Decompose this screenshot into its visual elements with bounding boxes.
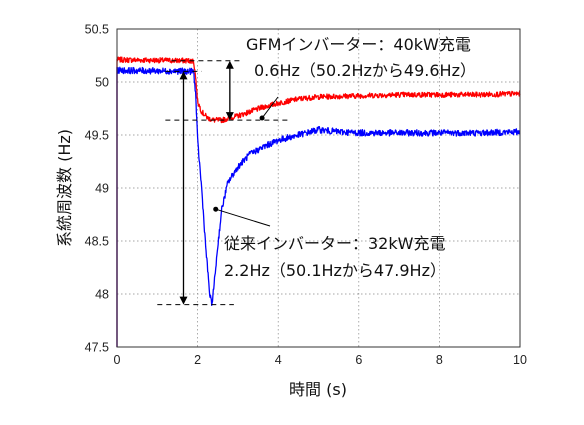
conventional-callout-leader — [215, 208, 271, 227]
x-tick-label: 0 — [114, 353, 121, 367]
x-tick-label: 2 — [194, 353, 201, 367]
y-tick-label: 49 — [95, 182, 109, 196]
x-axis-label: 時間 (s) — [289, 380, 347, 399]
gfm-deviation-arrow-head-bottom — [225, 112, 234, 121]
conventional-deviation-arrow-head-bottom — [179, 296, 188, 305]
gfm-annotation-detail: 0.6Hz（50.2Hzから49.6Hz） — [254, 61, 476, 80]
y-tick-label: 47.5 — [85, 341, 109, 355]
y-tick-label: 50.5 — [85, 23, 109, 37]
series-line-gfm — [116, 56, 521, 347]
gfm-deviation-arrow-head-top — [225, 60, 234, 69]
x-tick-label: 10 — [513, 353, 527, 367]
conventional-annotation-detail: 2.2Hz（50.1Hzから47.9Hz） — [224, 261, 446, 280]
y-axis-label: 系統周波数 (Hz) — [55, 129, 74, 247]
x-tick-label: 8 — [436, 353, 443, 367]
y-tick-label: 48 — [95, 288, 109, 302]
x-tick-label: 6 — [355, 353, 362, 367]
gfm-deviation-arrow — [225, 60, 234, 121]
grid — [117, 29, 520, 347]
series-layer — [116, 56, 521, 347]
plot-frame — [116, 28, 521, 348]
annotation-marks — [157, 60, 289, 306]
tick-labels: 0 2 4 6 8 10 47.5 48 48.5 49 49.5 50 50.5 — [85, 23, 527, 368]
gfm-callout-leader — [261, 96, 279, 119]
gfm-annotation-title: GFMインバーター：40kW充電 — [246, 35, 471, 54]
conventional-callout-dot — [213, 206, 219, 212]
y-tick-label: 50 — [95, 76, 109, 90]
x-tick-label: 4 — [275, 353, 282, 367]
y-tick-label: 48.5 — [85, 235, 109, 249]
conventional-deviation-arrow-head-top — [179, 71, 188, 80]
conventional-annotation-title: 従来インバーター：32kW充電 — [224, 234, 445, 253]
y-tick-label: 49.5 — [85, 129, 109, 143]
conventional-deviation-arrow — [179, 71, 188, 305]
gfm-callout-dot — [259, 115, 265, 121]
